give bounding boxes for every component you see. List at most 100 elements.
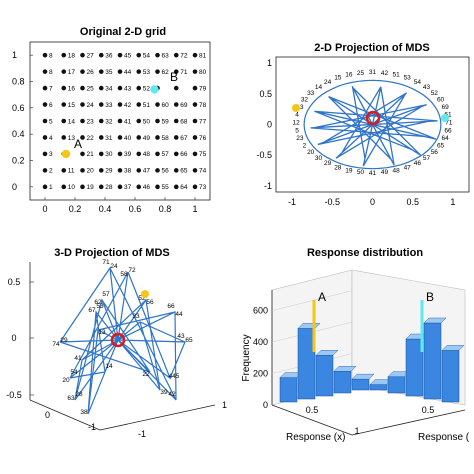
mds-point-label: 71 [102,259,110,266]
bar [369,384,388,391]
point-labels: 2516152414333213412523220302928195041494… [292,69,452,177]
mds-point-label: 14 [315,84,323,91]
grid-point [192,184,198,190]
grid-point [98,151,104,157]
mds-point-label: 56 [146,299,154,306]
bar-top [333,366,357,372]
grid-point [42,135,48,140]
bar-top [315,350,339,356]
grid-point-label: 59 [162,118,170,125]
mds-path-3d [59,266,186,415]
grid-point [136,151,142,157]
grid-point [173,102,179,107]
x-axis-label: Response (x) [286,432,345,443]
y-tick-label: 0.2 [12,156,25,166]
grid-point-label: 65 [180,168,188,175]
mds-point-label: 67 [88,307,96,314]
grid-point-label: 73 [199,184,207,191]
mds-point-label: 63 [67,395,75,402]
grid-point [42,69,48,74]
x-axis [271,404,353,436]
point-b-marker [441,114,449,122]
mds-point-label: 32 [301,97,309,104]
grid-point [98,52,104,58]
mds-point-label: 50 [357,169,365,176]
grid-point [61,184,67,190]
grid-point [173,168,179,173]
bar [297,328,316,400]
center-marker [365,110,381,126]
grid-point [61,102,67,107]
grid-point-label: 75 [199,151,207,158]
grid-point-label: 21 [87,151,95,158]
mds-point-label: 56 [431,149,439,156]
grid-point-label: 72 [180,52,188,59]
mds-point-label: 29 [324,160,332,167]
grid-point [42,168,48,173]
mds-point-label: 57 [102,291,110,298]
grid-point [98,168,104,173]
grid-point-label: 20 [87,168,95,175]
grid-point [117,52,123,58]
x-axis [29,399,101,431]
grid-point [173,135,179,140]
mds-point-label: 28 [75,391,83,398]
point-a-marker [292,104,300,112]
grid-point-label: 67 [180,135,188,142]
grid-point [173,184,179,190]
grid-point-label: 30 [105,151,113,158]
grid-point-label: 37 [124,184,132,191]
mds-point-label: 28 [334,164,342,171]
bar-top [423,317,447,324]
grid-point [42,52,48,58]
grid-point [80,118,85,124]
mds-point-label: 13 [296,104,304,111]
grid-point-label: 79 [199,85,207,92]
grid-point-label: 69 [180,102,188,109]
grid-point [136,135,142,140]
z-tick-label: 0.5 [8,277,21,287]
grid-point [117,85,123,91]
bar-top [351,373,375,380]
grid-point-label: 40 [124,135,132,142]
grid-point-label: 3 [49,151,53,158]
grid-point [155,102,160,107]
grid-point [173,85,179,91]
grid-point [98,69,104,74]
mds-trajectory [303,79,442,170]
y-tick-label: 600 [253,306,268,316]
grid-point [117,135,123,140]
grid-point-label: 23 [87,118,95,125]
mds-point-label: 29 [60,337,68,344]
mds-point-label: 24 [110,263,118,270]
y-tick-label: 1 [222,400,227,410]
mds-point-label: 38 [80,409,88,416]
mds-point-label: 58 [120,271,128,278]
mds-point-label: 22 [142,371,150,378]
grid-point-label: 10 [68,184,76,191]
grid-point-label: 18 [68,52,76,59]
grid-point-label: 27 [87,52,95,59]
mds-point-label: 33 [307,90,315,97]
grid-point-label: 31 [105,135,113,142]
grid-point-label: 25 [87,85,95,92]
bar [315,355,334,397]
grid-point [155,168,160,173]
y-axis-label: Frequency [241,334,252,381]
x-tick-label: 0.2 [69,204,82,214]
bar-top [441,345,465,351]
grid-point-label: 13 [68,135,76,142]
grid-point [80,102,85,107]
mds-point-label: 42 [168,391,176,398]
grid-point-label: 74 [199,168,207,175]
grid-point-label: 32 [105,118,113,125]
grid-point-label: 51 [143,102,151,109]
grid-point-label: 60 [162,102,170,109]
mds-point-label: 72 [128,267,136,274]
grid-point [42,151,48,157]
grid-point-label: 33 [105,102,113,109]
mds-point-label: 53 [404,75,412,82]
gridline [271,290,353,311]
grid-point [136,118,142,124]
grid-point-label: 58 [162,135,170,142]
